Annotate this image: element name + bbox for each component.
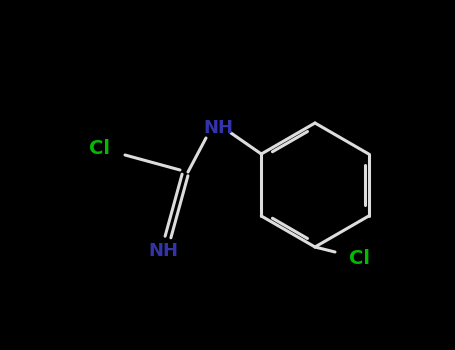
Text: Cl: Cl xyxy=(349,248,370,267)
Text: Cl: Cl xyxy=(90,139,111,158)
Text: NH: NH xyxy=(203,119,233,137)
Text: NH: NH xyxy=(148,242,178,260)
